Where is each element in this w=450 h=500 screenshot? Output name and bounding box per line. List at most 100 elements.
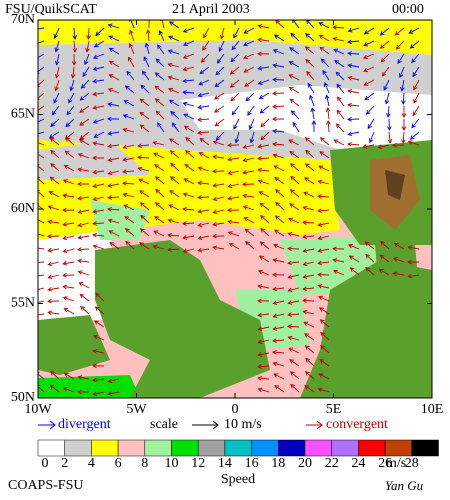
wind-arrow-head bbox=[122, 157, 128, 162]
wind-arrow-head bbox=[318, 295, 323, 300]
wind-arrow bbox=[274, 215, 285, 224]
wind-arrow-head bbox=[243, 29, 249, 34]
wind-arrow-head bbox=[257, 144, 263, 149]
wind-arrow-shaft bbox=[184, 178, 195, 185]
wind-arrow-shaft bbox=[382, 66, 390, 77]
wind-arrow-shaft bbox=[258, 388, 270, 393]
wind-arrow-head bbox=[325, 107, 331, 112]
wind-arrow-head bbox=[318, 373, 324, 378]
wind-arrow-head bbox=[275, 20, 280, 25]
wind-arrow-head bbox=[65, 122, 71, 128]
wind-arrow bbox=[170, 162, 180, 172]
colorbar-swatch bbox=[224, 439, 252, 457]
colorbar-label: Speed bbox=[221, 472, 255, 487]
wind-arrow bbox=[392, 142, 405, 148]
wind-arrow bbox=[397, 53, 405, 65]
wind-arrow-shaft bbox=[289, 151, 300, 159]
wind-arrow-shaft bbox=[309, 95, 315, 107]
wind-arrow-shaft bbox=[388, 131, 391, 143]
wind-arrow-shaft bbox=[319, 35, 330, 42]
wind-arrow-shaft bbox=[228, 170, 240, 175]
wind-arrow-shaft bbox=[290, 33, 300, 42]
wind-arrow-shaft bbox=[50, 163, 60, 172]
wind-arrow-head bbox=[197, 104, 203, 110]
wind-arrow bbox=[159, 20, 165, 29]
wind-arrow-head bbox=[318, 165, 324, 170]
wind-arrow bbox=[51, 105, 60, 116]
wind-arrow-shaft bbox=[228, 157, 240, 161]
wind-arrow-head bbox=[77, 258, 82, 264]
wind-arrow-shaft bbox=[155, 189, 165, 198]
wind-arrow bbox=[63, 372, 75, 380]
wind-arrow bbox=[368, 131, 375, 144]
wind-arrow bbox=[229, 66, 240, 75]
wind-arrow bbox=[47, 274, 60, 280]
wind-arrow bbox=[233, 118, 240, 130]
wind-arrow-head bbox=[92, 209, 98, 214]
wind-arrow-head bbox=[217, 58, 222, 64]
wind-arrow-head bbox=[318, 22, 324, 27]
wind-arrow-head bbox=[93, 334, 98, 340]
wind-arrow-head bbox=[54, 86, 59, 92]
wind-arrow bbox=[257, 156, 270, 161]
wind-arrow bbox=[272, 258, 285, 263]
wind-arrow bbox=[302, 298, 315, 303]
wind-arrow bbox=[387, 131, 393, 144]
wind-arrow-head bbox=[233, 33, 238, 39]
wind-arrow-head bbox=[407, 259, 412, 265]
wind-arrow-head bbox=[50, 370, 55, 376]
wind-arrow bbox=[122, 114, 135, 120]
wind-arrow bbox=[272, 300, 285, 305]
wind-arrow-head bbox=[257, 284, 263, 289]
wind-arrow-shaft bbox=[123, 114, 135, 120]
wind-arrow bbox=[272, 338, 285, 343]
wind-arrow bbox=[258, 191, 270, 198]
wind-arrow-shaft bbox=[275, 20, 285, 29]
wind-arrow-head bbox=[272, 338, 277, 343]
wind-arrow-shaft bbox=[154, 85, 165, 94]
wind-arrow bbox=[49, 137, 60, 146]
wind-arrow bbox=[257, 37, 270, 43]
wind-arrow bbox=[107, 195, 120, 200]
wind-arrow-shaft bbox=[78, 271, 90, 276]
wind-arrow-shaft bbox=[321, 58, 330, 68]
wind-arrow-head bbox=[48, 191, 54, 196]
wind-arrow-shaft bbox=[138, 178, 150, 185]
wind-arrow-head bbox=[107, 88, 113, 93]
wind-arrow bbox=[55, 53, 60, 66]
wind-arrow-head bbox=[214, 82, 220, 88]
wind-arrow-head bbox=[379, 44, 385, 49]
wind-arrow-shaft bbox=[305, 150, 315, 159]
wind-arrow-head bbox=[51, 110, 57, 116]
wind-arrow-shaft bbox=[182, 91, 195, 94]
wind-arrow-head bbox=[272, 91, 277, 96]
wind-arrow bbox=[182, 192, 195, 198]
wind-arrow-head bbox=[304, 177, 309, 182]
wind-arrow-shaft bbox=[38, 40, 45, 44]
wind-arrow-head bbox=[212, 209, 218, 215]
wind-arrow bbox=[333, 139, 345, 146]
colorbar-swatch bbox=[331, 439, 359, 457]
wind-arrow bbox=[245, 240, 255, 250]
wind-arrow-shaft bbox=[108, 378, 120, 383]
wind-arrow bbox=[92, 105, 105, 110]
wind-arrow-shaft bbox=[137, 156, 150, 159]
wind-arrow bbox=[401, 105, 407, 118]
wind-arrow-head bbox=[365, 253, 370, 259]
wind-arrow bbox=[154, 98, 165, 107]
wind-arrow-shaft bbox=[322, 70, 330, 81]
wind-arrow bbox=[242, 157, 255, 163]
wind-arrow-head bbox=[63, 372, 69, 377]
wind-arrow-shaft bbox=[288, 218, 300, 224]
wind-arrow bbox=[257, 144, 270, 149]
wind-arrow-shaft bbox=[109, 47, 120, 55]
wind-arrow-shaft bbox=[272, 105, 285, 108]
wind-arrow bbox=[311, 120, 317, 133]
wind-arrow bbox=[122, 181, 135, 186]
wind-arrow-shaft bbox=[215, 66, 225, 76]
wind-arrow bbox=[47, 286, 60, 292]
wind-arrow bbox=[128, 43, 135, 55]
wind-arrow bbox=[364, 241, 375, 250]
wind-arrow bbox=[257, 298, 270, 304]
wind-arrow bbox=[182, 78, 195, 84]
